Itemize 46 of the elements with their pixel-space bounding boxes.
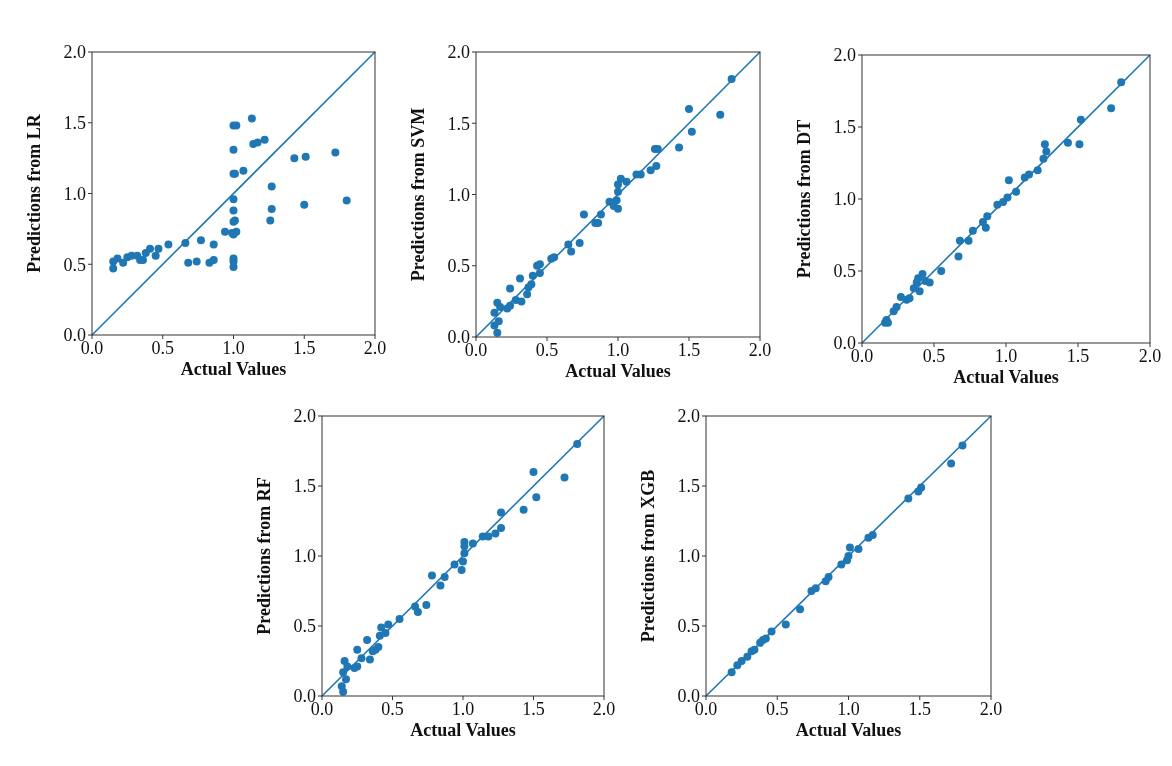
y-tick-label: 0.5 (293, 616, 316, 637)
x-tick-label: 1.5 (1066, 346, 1090, 366)
x-tick-label: 2.0 (1138, 346, 1162, 366)
x-tick-label: 0.5 (922, 346, 946, 366)
x-tick-label: 1.5 (522, 699, 545, 719)
x-tick-label: 2.0 (363, 338, 387, 358)
x-tick-label: 2.0 (592, 699, 616, 719)
y-tick-label: 1.5 (293, 476, 316, 497)
x-tick-label: 1.0 (606, 340, 630, 360)
y-tick-label: 1.5 (833, 117, 856, 138)
x-tick-label: 0.5 (766, 699, 789, 719)
y-tick-label: 2.0 (447, 42, 470, 63)
y-tick-label: 2.0 (63, 42, 86, 63)
x-axis-title: Actual Values (180, 359, 287, 379)
y-tick-label: 2.0 (833, 45, 856, 66)
x-tick-label: 2.0 (979, 699, 1003, 719)
y-tick-label: 0.5 (677, 616, 700, 637)
y-tick-label: 0.5 (833, 261, 856, 282)
x-tick-label: 0.5 (381, 699, 404, 719)
y-tick-label: 0.5 (447, 256, 470, 277)
y-tick-label: 1.5 (677, 476, 700, 497)
y-tick-label: 1.5 (447, 113, 470, 134)
x-axis-title: Actual Values (410, 720, 516, 740)
x-axis-title: Actual Values (795, 720, 902, 740)
x-tick-label: 0.5 (151, 338, 174, 358)
y-axis-title: Predictions from SVM (408, 107, 428, 282)
y-tick-label: 1.0 (447, 184, 470, 205)
y-tick-label: 1.0 (677, 546, 700, 567)
y-axis-title: Predictions from DT (794, 119, 814, 279)
y-axis-title: Predictions from RF (254, 477, 274, 635)
x-tick-label: 1.5 (908, 699, 931, 719)
x-axis-title: Actual Values (565, 361, 671, 381)
x-tick-label: 0.5 (535, 340, 559, 360)
y-tick-label: 0.5 (63, 254, 86, 275)
y-axis-title: Predictions from LR (24, 113, 44, 273)
x-tick-label: 2.0 (748, 340, 772, 360)
x-tick-label: 1.0 (994, 346, 1018, 366)
y-tick-label: 1.0 (833, 189, 856, 210)
y-tick-label: 1.5 (63, 113, 86, 134)
y-tick-label: 1.0 (63, 183, 86, 204)
x-tick-label: 1.0 (222, 338, 245, 358)
y-axis-title: Predictions from XGB (638, 469, 658, 643)
y-tick-label: 1.0 (293, 546, 316, 567)
y-tick-label: 2.0 (677, 406, 700, 427)
y-tick-label: 2.0 (293, 406, 316, 427)
x-axis-title: Actual Values (953, 367, 1059, 387)
